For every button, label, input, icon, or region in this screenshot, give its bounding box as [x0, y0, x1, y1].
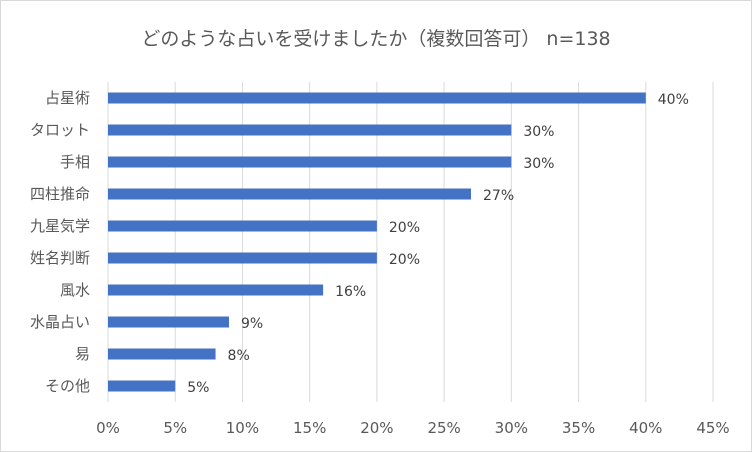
data-label: 30% [523, 156, 554, 172]
bar [108, 92, 646, 104]
x-tick-label: 10% [226, 419, 259, 437]
bar [108, 156, 512, 168]
x-tick-label: 15% [293, 419, 326, 437]
data-label: 40% [658, 92, 689, 108]
x-tick-label: 40% [629, 419, 662, 437]
data-label: 20% [389, 252, 420, 268]
x-tick-label: 0% [96, 419, 120, 437]
bar [108, 188, 471, 200]
category-label: 姓名判断 [30, 249, 90, 267]
category-label: その他 [45, 377, 90, 395]
data-label: 30% [523, 124, 554, 140]
bar [108, 252, 377, 264]
labels: 0% 5% 10% 15% 20% 25% 30% 35% 40% 45% 占星術 40% タロット 30… [30, 89, 730, 437]
x-tick-label: 20% [360, 419, 393, 437]
x-tick-label: 30% [495, 419, 528, 437]
x-tick-label: 25% [427, 419, 460, 437]
data-label: 9% [241, 316, 263, 332]
category-label: タロット [30, 121, 90, 139]
data-label: 5% [187, 380, 209, 396]
bar [108, 316, 229, 328]
chart-title: どのような占いを受けましたか（複数回答可） n=138 [141, 28, 611, 50]
category-label: 風水 [60, 281, 90, 299]
bar [108, 124, 512, 136]
x-tick-label: 35% [562, 419, 595, 437]
data-label: 20% [389, 220, 420, 236]
data-label: 16% [335, 284, 366, 300]
bar [108, 380, 176, 392]
category-label: 手相 [60, 153, 90, 171]
bar [108, 348, 216, 360]
bar [108, 220, 377, 232]
data-label: 27% [483, 188, 514, 204]
category-label: 水晶占い [30, 313, 90, 331]
bars [108, 92, 646, 392]
x-tick-label: 5% [163, 419, 187, 437]
category-label: 四柱推命 [30, 185, 90, 203]
category-label: 易 [75, 345, 90, 363]
category-label: 九星気学 [30, 217, 90, 235]
bar [108, 284, 324, 296]
data-label: 8% [228, 348, 250, 364]
x-tick-label: 45% [696, 419, 729, 437]
category-label: 占星術 [45, 89, 90, 107]
